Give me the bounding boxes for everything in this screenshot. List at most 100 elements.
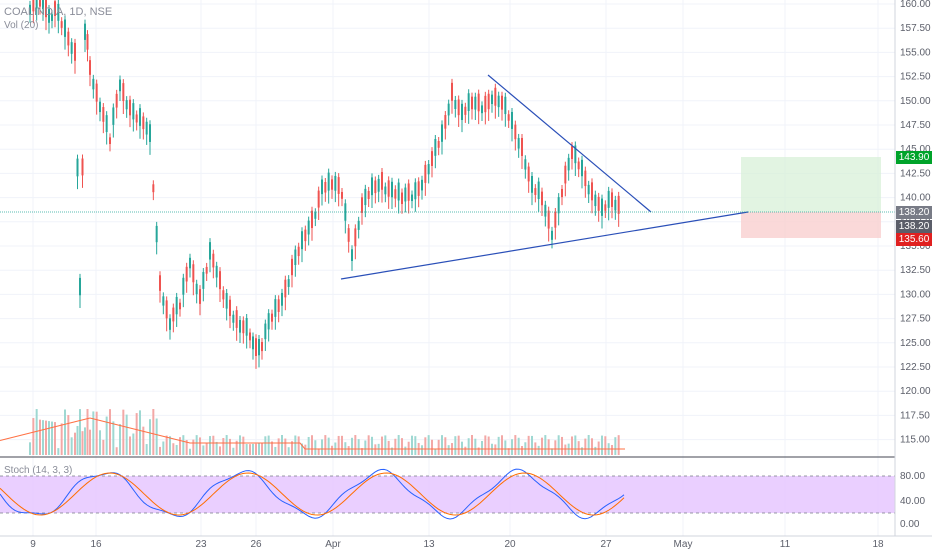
date-tick-label: 16 [90,539,102,550]
candle-body [135,114,138,123]
volume-bar [255,443,257,455]
price-tick-label: 115.00 [900,435,930,446]
symbol-legend[interactable]: COALINDIA, 1D, NSE [4,6,113,18]
stoch-tick-label: 40.00 [900,496,925,507]
volume-bar [39,419,41,455]
volume-bar [454,436,457,455]
candle-body [591,182,593,201]
stoch-legend[interactable]: Stoch (14, 3, 3) [4,465,73,476]
volume-bar [617,435,620,455]
candle-body [57,3,60,21]
volume-bar [317,448,320,455]
stoch-tick-label: 80.00 [900,471,925,482]
candle-body [427,164,430,175]
candle-body [225,293,228,309]
candle-body [307,220,310,235]
candle-body [351,249,353,261]
candle-body [112,107,115,125]
volume-bar [159,446,161,455]
volume-bar [601,435,603,455]
candle-body [587,184,590,195]
volume-bar [544,435,547,455]
volume-bar [311,435,313,455]
volume-bar [70,437,73,455]
chart-drawings[interactable] [0,74,895,280]
candle-body [255,338,257,356]
candle-body [464,106,467,115]
volume-bar [119,424,121,455]
candle-body [391,181,393,198]
candle-body [45,0,47,18]
volume-bar [341,435,343,455]
candle-body [327,172,330,191]
candle-body [484,95,487,113]
candle-body [252,336,254,350]
volume-bar [367,435,370,455]
volume-bar [261,443,263,455]
volume-bar [561,436,563,455]
candle-body [165,300,168,319]
volume-bar [45,420,47,455]
date-tick-label: 18 [872,539,884,550]
price-tick-label: 155.00 [900,47,931,58]
candle-body [521,137,523,156]
ascending-trendline[interactable] [340,211,749,280]
price-tick-label: 147.50 [900,120,931,131]
candle-body [394,189,397,199]
volume-bar [327,437,330,455]
volume-bar [165,435,168,455]
candle-body [32,0,35,12]
price-tick-label: 152.50 [900,72,931,83]
descending-trendline[interactable] [487,74,652,213]
volume-bar [245,444,248,455]
volume-bar [414,436,417,455]
volume-bar [324,435,327,455]
candle-body [284,279,287,298]
volume-bar [604,436,607,455]
volume-bar [74,432,76,455]
volume-bar [504,440,507,455]
candle-body [607,190,610,208]
candle-body [491,94,493,105]
candle-body [277,299,280,312]
volume-bar [554,440,557,455]
time-axis[interactable]: 9 16 23 26 Apr 13 20 27 May 11 18 [30,539,884,550]
price-tick-label: 157.50 [900,23,931,34]
candle-body [321,179,323,195]
candle-body [594,194,597,207]
volume-legend[interactable]: Vol (20) [4,20,39,31]
candle-body [474,96,477,110]
volume-bar [57,448,60,455]
candle-body [51,14,53,21]
stop-zone[interactable] [741,212,881,238]
volume-bar [531,435,533,455]
candle-body [139,108,141,126]
candle-body [371,177,373,196]
candle-body [517,137,520,149]
volume-bar [35,409,38,455]
candle-body [604,204,607,211]
volume-bar [467,438,470,455]
candle-body [175,296,178,315]
candle-body [347,228,350,242]
volume-bar [205,442,208,455]
candle-body [271,313,273,322]
candle-body [39,0,41,7]
volume-bar [109,409,111,455]
candle-body [60,21,63,28]
candle-body [447,103,450,116]
candle-body [212,253,215,268]
candle-body [541,191,543,206]
candle-body [79,277,81,296]
target-zone[interactable] [741,157,881,212]
volume-bar [501,435,503,455]
date-tick-label: 13 [423,539,435,550]
stoch-band [0,476,895,513]
candle-body [431,151,433,166]
stoch-axis[interactable]: 80.00 40.00 0.00 [900,471,925,530]
candle-body [497,95,500,108]
candle-body [547,210,550,229]
candle-body [381,172,383,190]
date-tick-label: May [674,539,693,550]
